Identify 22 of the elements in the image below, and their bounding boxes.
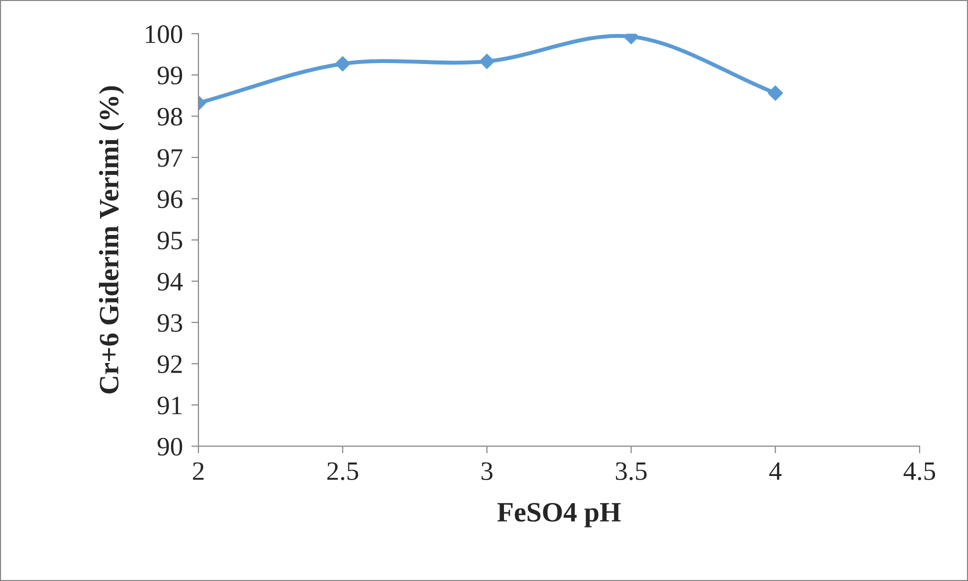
x-tick-label: 2.5: [327, 462, 358, 480]
y-tick-label: 97: [158, 149, 182, 167]
y-tick-label: 100: [146, 25, 182, 44]
x-tick-label: 3.5: [616, 462, 647, 480]
point: [335, 56, 350, 72]
y-tick-label: 90: [158, 438, 182, 456]
y-tick-label: 96: [158, 190, 182, 208]
point: [768, 86, 783, 101]
x-tick-label: 2: [193, 462, 204, 480]
y-tick-label: 95: [158, 232, 182, 250]
y-tick-label: 99: [158, 66, 182, 84]
x-tick-label: 3: [482, 462, 492, 480]
x-tick-label: 4: [769, 462, 782, 480]
y-tick-label: 93: [158, 314, 182, 332]
y-tick-label: 98: [158, 108, 182, 126]
y-tick-label: 92: [158, 355, 182, 374]
y-axis-title: Cr+6 Giderim Verimi (%): [98, 86, 124, 394]
point: [479, 54, 494, 69]
y-tick-label: 94: [158, 272, 183, 291]
x-tick-label: 4.5: [904, 462, 936, 480]
y-tick-label: 91: [158, 396, 182, 414]
x-axis-title: FeSO4 pH: [497, 502, 621, 528]
